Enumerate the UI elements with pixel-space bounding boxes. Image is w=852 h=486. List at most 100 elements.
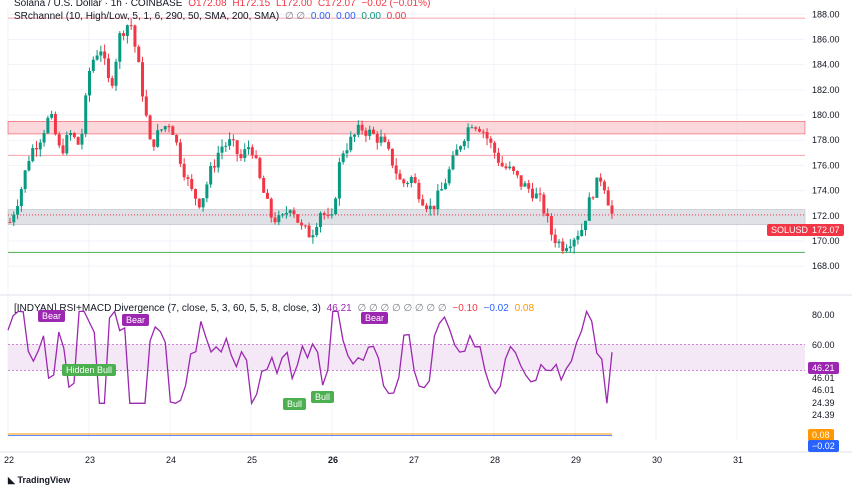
candle-body — [602, 181, 606, 191]
symbol-title: Solana / U.S. Dollar · 1h · COINBASE — [14, 0, 183, 9]
x-tick-label: 25 — [247, 455, 257, 465]
candle-body — [595, 177, 599, 198]
candle-body — [508, 166, 512, 169]
null-icon: ∅ ∅ ∅ ∅ ∅ ∅ ∅ ∅ — [357, 303, 447, 314]
candles — [8, 18, 614, 254]
candle-body — [269, 198, 273, 218]
candle-body — [281, 214, 285, 216]
candle-body — [455, 149, 459, 156]
indicator-header[interactable]: SRchannel (10, High/Low, 5, 1, 6, 290, 5… — [14, 11, 409, 22]
candle-body — [300, 222, 304, 226]
candle-body — [212, 166, 216, 168]
y-tick-label: 172.00 — [812, 211, 840, 221]
y-tick-label: 168.00 — [812, 261, 840, 271]
open-value: O172.08 — [188, 0, 227, 9]
osc-tick-label: 24.39 — [812, 398, 835, 408]
candle-body — [371, 129, 375, 134]
candle-body — [311, 235, 315, 238]
y-tick-label: 188.00 — [812, 9, 840, 19]
candle-body — [553, 234, 557, 244]
candle-body — [110, 78, 114, 86]
candle-body — [485, 132, 489, 139]
candle-body — [84, 95, 88, 134]
candle-body — [231, 139, 235, 141]
tradingview-logo[interactable]: ◣ TradingView — [8, 475, 70, 486]
candle-body — [235, 140, 239, 155]
candle-body — [209, 166, 213, 185]
candle-body — [474, 127, 478, 129]
candle-body — [360, 124, 364, 131]
candle-body — [500, 162, 504, 167]
candle-body — [175, 134, 179, 143]
candle-body — [493, 142, 497, 153]
x-tick-label: 31 — [733, 455, 743, 465]
y-tick-label: 186.00 — [812, 34, 840, 44]
candle-body — [205, 184, 209, 199]
osc-band — [8, 344, 805, 371]
candle-body — [356, 124, 360, 135]
candle-body — [12, 214, 16, 223]
candle-body — [337, 162, 341, 199]
candle-body — [137, 46, 141, 63]
candle-body — [258, 157, 262, 178]
ind-val-4: 0.00 — [386, 11, 407, 22]
candle-body — [80, 133, 84, 145]
candle-body — [197, 198, 201, 208]
candle-body — [406, 183, 410, 185]
candle-body — [186, 177, 190, 179]
y-tick-label: 174.00 — [812, 186, 840, 196]
candle-body — [583, 220, 587, 231]
sr-zones — [7, 17, 806, 253]
candle-body — [303, 225, 307, 227]
oscillator-header[interactable]: [INDYAN] RSI+MACD Divergence (7, close, … — [14, 303, 537, 314]
candle-body — [38, 142, 42, 150]
candle-body — [288, 210, 292, 213]
candle-body — [265, 192, 269, 199]
sr-zone — [7, 209, 806, 225]
candle-body — [561, 241, 565, 251]
candle-body — [76, 137, 80, 145]
candle-body — [606, 190, 610, 206]
candle-body — [580, 230, 584, 236]
candle-body — [182, 163, 186, 178]
oscillator-title: [INDYAN] RSI+MACD Divergence (7, close, … — [14, 303, 321, 314]
candle-body — [88, 70, 92, 96]
high-value: H172.15 — [232, 0, 271, 9]
candle-body — [129, 25, 133, 27]
candle-body — [144, 96, 148, 116]
candle-body — [322, 213, 326, 215]
candle-body — [568, 246, 572, 249]
candle-body — [57, 134, 61, 146]
rsi-line — [7, 309, 613, 406]
candle-body — [402, 179, 406, 184]
candle-body — [159, 129, 163, 131]
candle-body — [50, 114, 54, 118]
candle-body — [527, 183, 531, 189]
oscillator-pane — [7, 309, 805, 436]
candle-body — [46, 117, 50, 134]
candle-body — [515, 170, 519, 176]
candle-body — [542, 194, 546, 214]
candle-body — [591, 197, 595, 199]
rsi-value-tag: 46.21 — [808, 362, 839, 374]
candle-body — [349, 136, 353, 151]
candle-body — [421, 199, 425, 206]
candle-body — [334, 198, 338, 215]
candle-body — [375, 133, 379, 143]
candle-body — [239, 154, 243, 159]
candle-body — [470, 127, 474, 129]
candle-body — [409, 177, 413, 184]
candle-body — [394, 165, 398, 174]
candle-body — [387, 141, 391, 149]
candle-body — [23, 170, 27, 190]
candle-body — [436, 190, 440, 210]
candle-body — [284, 212, 288, 215]
candle-body — [599, 177, 603, 182]
candle-body — [530, 188, 534, 199]
osc-tick-label: 46.01 — [812, 373, 835, 383]
x-tick-label: 24 — [166, 455, 176, 465]
candle-body — [156, 130, 160, 147]
candle-body — [451, 155, 455, 170]
candle-body — [125, 25, 129, 36]
